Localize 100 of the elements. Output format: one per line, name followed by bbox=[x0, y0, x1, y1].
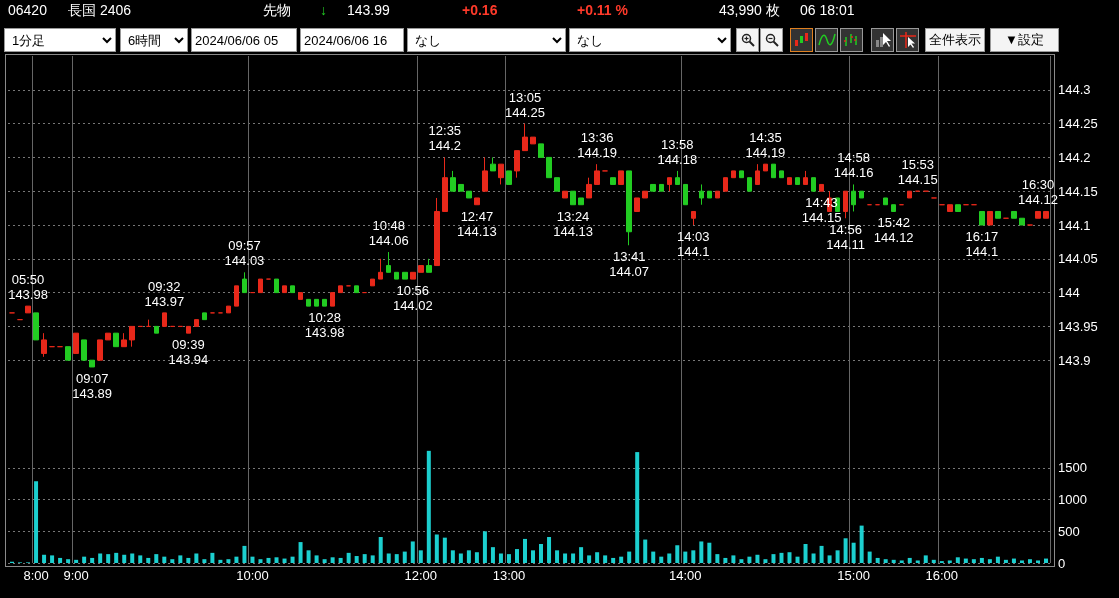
bar bbox=[194, 553, 199, 563]
candlestick bbox=[610, 177, 616, 185]
y-tick-label: 144.3 bbox=[1058, 82, 1091, 98]
x-tick-label: 12:00 bbox=[404, 568, 438, 583]
y2-tick-label: 500 bbox=[1058, 523, 1080, 539]
bar bbox=[987, 559, 992, 563]
bar bbox=[298, 542, 303, 563]
bar bbox=[1027, 559, 1032, 563]
bar bbox=[242, 545, 247, 563]
bar bbox=[611, 557, 616, 563]
candlestick bbox=[242, 271, 247, 294]
candlestick bbox=[338, 285, 343, 294]
x-tick-label: 15:00 bbox=[837, 568, 870, 583]
text: 09:39 143.94 bbox=[168, 337, 209, 368]
text: 1分足 bbox=[4, 28, 116, 52]
candlestick bbox=[354, 285, 359, 294]
text: ↓ bbox=[320, 2, 327, 18]
candlestick bbox=[659, 183, 664, 192]
y-tick-label: 144.25 bbox=[1058, 116, 1098, 132]
bar bbox=[795, 556, 800, 563]
candlestick bbox=[779, 170, 784, 179]
candlestick bbox=[482, 156, 488, 192]
candlestick bbox=[787, 177, 792, 185]
bar bbox=[971, 559, 976, 563]
bar bbox=[426, 450, 431, 563]
bar bbox=[803, 543, 808, 563]
candlestick bbox=[731, 170, 736, 179]
bar bbox=[587, 555, 592, 563]
bar bbox=[811, 553, 816, 563]
bar bbox=[442, 537, 447, 563]
bar bbox=[226, 559, 231, 563]
bar bbox=[138, 555, 143, 563]
bar bbox=[474, 552, 479, 563]
candlestick bbox=[947, 204, 953, 212]
bar bbox=[82, 556, 87, 563]
candlestick bbox=[129, 325, 135, 348]
candlestick bbox=[258, 278, 263, 294]
bar bbox=[322, 559, 327, 563]
bar bbox=[146, 557, 151, 563]
bar bbox=[739, 559, 744, 563]
candlestick bbox=[306, 298, 311, 307]
bar bbox=[170, 559, 175, 563]
y-tick-label: 144.05 bbox=[1058, 251, 1098, 267]
bar bbox=[66, 559, 71, 563]
text: 15:42 144.12 bbox=[873, 215, 914, 246]
candlestick bbox=[723, 177, 728, 192]
bar bbox=[250, 556, 255, 563]
candlestick bbox=[634, 197, 640, 212]
bar bbox=[699, 541, 704, 563]
text: 13:58 144.18 bbox=[657, 136, 698, 167]
candlestick bbox=[803, 170, 808, 185]
bar bbox=[627, 551, 632, 563]
candlestick bbox=[578, 197, 584, 206]
candlestick bbox=[907, 190, 912, 199]
text: 14:56 144.11 bbox=[826, 222, 866, 253]
candlestick bbox=[642, 190, 648, 199]
candlestick bbox=[883, 197, 888, 206]
bar bbox=[386, 553, 391, 563]
candlestick bbox=[202, 312, 207, 321]
bar bbox=[394, 554, 399, 563]
bar bbox=[899, 560, 904, 563]
x-tick-label: 10:00 bbox=[236, 568, 269, 583]
candlestick bbox=[186, 325, 191, 334]
candlestick bbox=[506, 170, 512, 185]
y-tick-label: 144 bbox=[1058, 285, 1080, 301]
candlestick bbox=[763, 163, 768, 172]
text: ▼設定 bbox=[990, 28, 1059, 52]
bar bbox=[731, 555, 736, 563]
bar bbox=[258, 559, 263, 563]
candlestick bbox=[33, 312, 39, 341]
bar bbox=[450, 550, 455, 563]
bar bbox=[74, 559, 79, 563]
bar bbox=[643, 539, 648, 563]
candlestick bbox=[586, 177, 592, 199]
text: なし bbox=[569, 28, 731, 52]
candlestick bbox=[282, 285, 287, 294]
bar bbox=[330, 557, 335, 563]
candlestick bbox=[73, 332, 79, 354]
candlestick bbox=[322, 298, 327, 307]
candlestick bbox=[154, 325, 159, 334]
bar bbox=[338, 557, 343, 563]
text: 15:53 144.15 bbox=[897, 157, 938, 188]
text: 全件表示 bbox=[925, 28, 985, 52]
bar bbox=[859, 525, 864, 563]
bar bbox=[290, 556, 295, 563]
text: 13:05 144.25 bbox=[505, 89, 545, 120]
candlestick bbox=[554, 177, 560, 192]
text: 10:48 144.06 bbox=[368, 218, 409, 249]
bar bbox=[691, 550, 696, 563]
candlestick bbox=[274, 278, 279, 294]
bar bbox=[555, 550, 560, 563]
candlestick bbox=[843, 190, 848, 219]
bar bbox=[234, 556, 239, 563]
candlestick bbox=[811, 177, 816, 192]
bar bbox=[354, 556, 359, 563]
y-tick-label: 143.95 bbox=[1058, 318, 1098, 334]
bar bbox=[306, 550, 311, 563]
candlestick bbox=[859, 190, 864, 199]
text: 10:56 144.02 bbox=[392, 283, 433, 314]
bar bbox=[891, 559, 896, 563]
